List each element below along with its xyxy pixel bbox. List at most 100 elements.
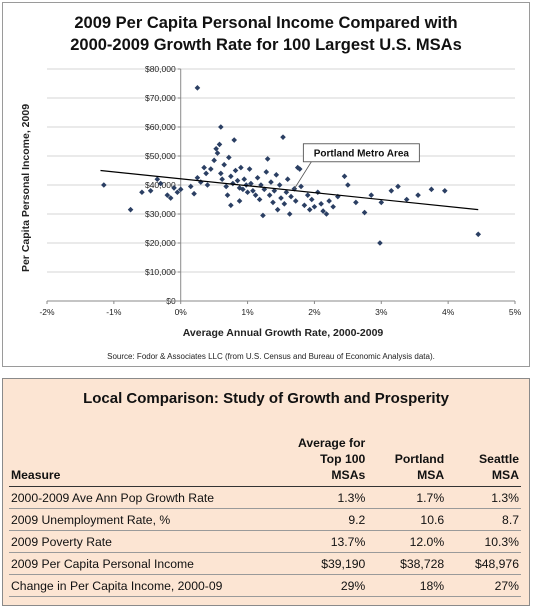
data-point [223, 183, 229, 190]
data-point [306, 206, 313, 213]
scatter-chart: 2009 Per Capita Personal Income Compared… [20, 14, 522, 361]
data-point [243, 182, 250, 188]
table-row: 2009 Per Capita Personal Income $39,190 … [9, 552, 521, 575]
cell-portland: $38,728 [367, 552, 447, 575]
header-measure-label: Measure [11, 468, 61, 482]
data-point [241, 176, 248, 182]
callout-box [302, 143, 420, 163]
cell-measure: 2009 Unemployment Rate, % [9, 508, 274, 531]
data-point [164, 192, 171, 198]
data-point [286, 211, 293, 217]
data-point [361, 209, 368, 216]
cell-top100: 1.3% [273, 486, 368, 509]
data-point [177, 186, 184, 193]
data-point [127, 206, 134, 213]
data-point [226, 154, 232, 161]
data-point [228, 202, 234, 209]
data-point [254, 174, 261, 181]
table-row: Change in Per Capita Income, 2000-09 29%… [9, 574, 521, 597]
x-tick-label: 4% [442, 307, 455, 317]
cell-seattle: 10.3% [446, 530, 521, 553]
data-point [368, 192, 375, 198]
cell-seattle: $48,976 [446, 552, 521, 575]
data-point [283, 189, 290, 196]
data-point [167, 195, 174, 201]
cell-measure: Change in Per Capita Income, 2000-09 [9, 574, 274, 597]
data-point [203, 170, 209, 177]
data-point [216, 141, 223, 148]
callout-leader-line [294, 161, 312, 189]
data-point [330, 203, 336, 210]
cell-top100: 29% [273, 574, 368, 597]
data-point [228, 173, 234, 180]
data-point [147, 188, 154, 194]
data-point [232, 167, 239, 174]
data-point [274, 206, 281, 213]
data-point [345, 182, 351, 188]
data-point [213, 145, 219, 152]
data-point [298, 183, 304, 190]
y-tick-label: $80,000 [145, 64, 176, 74]
data-point [323, 211, 330, 217]
data-point [318, 201, 324, 207]
data-point [258, 182, 264, 188]
data-point [353, 199, 359, 206]
data-point [240, 186, 246, 193]
y-tick-label: $50,000 [145, 151, 176, 161]
data-point [246, 166, 253, 172]
data-point [341, 173, 348, 180]
table-row: 2009 Unemployment Rate, % 9.2 10.6 8.7 [9, 508, 521, 531]
header-top100-line-2: Top 100 [320, 452, 366, 466]
data-point [221, 161, 227, 168]
data-point [238, 164, 244, 171]
cell-seattle: 8.7 [446, 508, 521, 531]
data-point [263, 169, 270, 175]
data-point [388, 188, 395, 194]
cell-top100: 13.7% [273, 530, 368, 553]
data-point [278, 195, 284, 201]
x-tick-label: 5% [509, 307, 522, 317]
data-point [187, 183, 194, 190]
data-point [171, 185, 177, 191]
data-point [377, 240, 383, 246]
data-point [288, 193, 294, 200]
data-point [252, 192, 259, 198]
cell-portland: 18% [367, 574, 447, 597]
cell-top100: $39,190 [273, 552, 368, 575]
data-point [301, 202, 308, 209]
data-point [211, 157, 217, 164]
cell-seattle: 27% [446, 574, 521, 597]
data-point [204, 182, 211, 188]
data-point [326, 198, 332, 204]
data-point [271, 188, 278, 194]
data-point [266, 192, 273, 198]
data-point [395, 183, 401, 190]
cell-portland: 10.6 [367, 508, 447, 531]
header-seattle-line-2: MSA [491, 468, 519, 482]
data-point [314, 189, 321, 196]
scatter-chart-panel: 2009 Per Capita Personal Income Compared… [2, 2, 530, 367]
data-point [194, 85, 201, 91]
data-point [475, 231, 482, 238]
x-tick-label: -1% [106, 307, 122, 317]
data-point [139, 189, 145, 196]
header-portland: Portland MSA [367, 435, 447, 487]
chart-source: Source: Fodor & Associates LLC (from U.S… [107, 352, 435, 361]
data-point [308, 196, 315, 203]
data-point [224, 192, 231, 198]
cell-portland: 12.0% [367, 530, 447, 553]
data-point [236, 185, 243, 191]
data-point [197, 179, 204, 185]
header-seattle: Seattle MSA [446, 435, 521, 487]
data-point [244, 189, 251, 196]
x-tick-label: 1% [241, 307, 254, 317]
data-point [101, 182, 107, 188]
data-point [231, 137, 237, 143]
header-top100-line-3: MSAs [331, 468, 366, 482]
data-point [236, 198, 243, 204]
data-point [264, 156, 271, 162]
cell-portland: 1.7% [367, 486, 447, 509]
comparison-table: Measure Average for Top 100 MSAs Portlan… [9, 435, 521, 597]
data-point [442, 188, 448, 194]
data-point [174, 189, 181, 196]
